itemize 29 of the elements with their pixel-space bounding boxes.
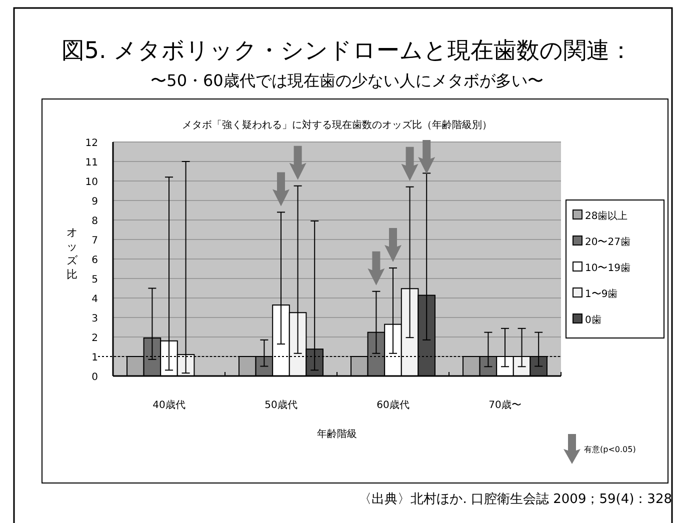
y-tick-label: 5 bbox=[92, 274, 98, 286]
legend-label: 1〜9歯 bbox=[585, 288, 618, 300]
legend-label: 0歯 bbox=[585, 314, 602, 326]
y-tick-label: 2 bbox=[92, 333, 98, 344]
chart-subtitle: 〜50・60歳代では現在歯の少ない人にメタボが多い〜 bbox=[150, 71, 544, 90]
text: 有意(p<0.05) bbox=[584, 445, 636, 454]
y-tick-label: 1 bbox=[92, 352, 98, 364]
y-tick-label: 4 bbox=[92, 294, 98, 305]
y-tick-label: 12 bbox=[85, 138, 98, 149]
y-tick-label: 11 bbox=[85, 158, 98, 168]
y-axis-title: オッズ比 bbox=[66, 226, 78, 281]
legend-label: 28歯以上 bbox=[585, 210, 628, 222]
y-tick-label: 6 bbox=[92, 255, 98, 266]
x-axis-title: 年齢階級 bbox=[317, 428, 357, 440]
y-tick-label: 10 bbox=[85, 177, 98, 188]
y-tick-label: 3 bbox=[92, 314, 98, 324]
x-tick-label: 60歳代 bbox=[376, 399, 410, 411]
y-tick-label: 9 bbox=[92, 196, 98, 208]
text: 〈出典〉北村ほか. 口腔衛生会誌 2009；59(4)：328 bbox=[358, 492, 672, 507]
y-tick-label: 0 bbox=[92, 372, 98, 383]
y-tick-label: 7 bbox=[92, 236, 98, 246]
text: メタボ「強く疑われる」に対する現在歯数のオッズ比（年齢階級別） bbox=[182, 119, 492, 131]
chart-title: 図5. メタボリック・シンドロームと現在歯数の関連： bbox=[61, 38, 633, 64]
legend-label: 20〜27歯 bbox=[585, 236, 630, 248]
x-tick-label: 50歳代 bbox=[264, 399, 298, 411]
legend-label: 10〜19歯 bbox=[585, 262, 630, 274]
x-tick-label: 40歳代 bbox=[152, 399, 186, 411]
y-tick-label: 8 bbox=[92, 216, 98, 227]
x-tick-label: 70歳〜 bbox=[488, 399, 522, 411]
